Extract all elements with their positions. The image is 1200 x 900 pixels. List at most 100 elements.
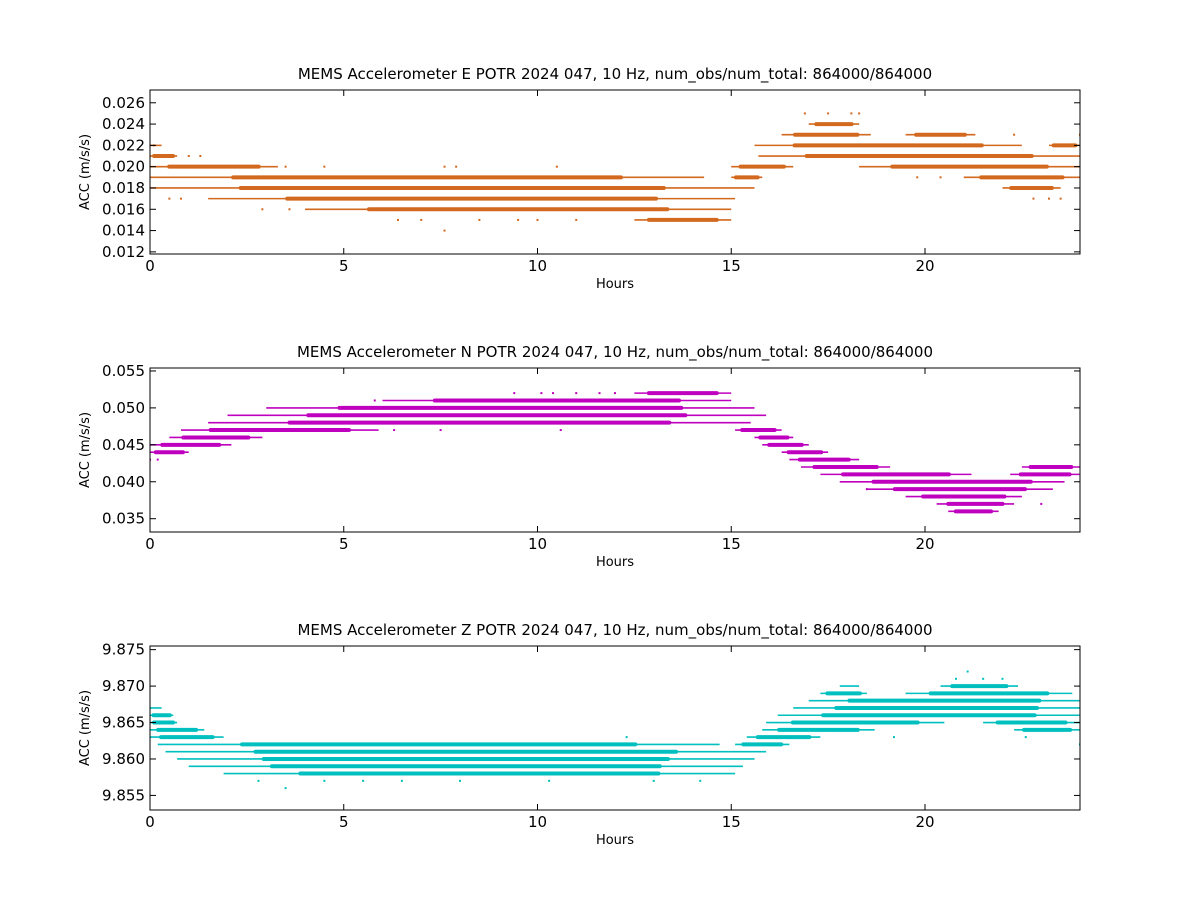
data-point-east bbox=[443, 229, 446, 232]
y-axis-label-east: ACC (m/s/s) bbox=[78, 134, 93, 210]
data-point-north bbox=[373, 399, 376, 402]
y-tick-label: 0.045 bbox=[102, 436, 145, 454]
data-point-vertical bbox=[1001, 677, 1004, 680]
x-tick-label: 5 bbox=[339, 813, 349, 831]
data-point-east bbox=[397, 218, 399, 221]
series-north-marks bbox=[150, 391, 1080, 514]
data-point-vertical bbox=[982, 677, 985, 680]
x-tick-label: 0 bbox=[145, 535, 155, 553]
data-point-north bbox=[846, 458, 849, 461]
data-point-east bbox=[939, 176, 942, 179]
data-point-vertical bbox=[362, 779, 365, 782]
data-point-east bbox=[180, 197, 182, 200]
data-point-east bbox=[858, 112, 861, 115]
data-point-east bbox=[803, 112, 806, 115]
data-point-east bbox=[323, 165, 326, 168]
y-tick-label: 9.875 bbox=[102, 641, 145, 659]
data-point-north bbox=[552, 392, 554, 395]
y-tick-label: 0.018 bbox=[102, 179, 145, 197]
plot-area-east bbox=[149, 89, 1081, 255]
data-point-east bbox=[284, 165, 287, 168]
data-point-north bbox=[865, 488, 868, 491]
data-point-east bbox=[478, 218, 481, 221]
data-point-east bbox=[575, 218, 578, 221]
y-tick-label: 9.870 bbox=[102, 677, 145, 695]
data-point-east bbox=[517, 218, 520, 221]
data-point-east bbox=[555, 165, 558, 168]
data-point-east bbox=[199, 155, 202, 158]
y-axis-vertical: 9.855 9.860 9.865 9.870 9.875 bbox=[102, 641, 1080, 804]
data-point-east bbox=[443, 165, 446, 168]
data-point-north bbox=[439, 429, 442, 432]
y-tick-label: 0.020 bbox=[102, 158, 145, 176]
chart-panel-east: MEMS Accelerometer E POTR 2024 047, 10 H… bbox=[78, 65, 1081, 292]
y-tick-label: 0.026 bbox=[102, 94, 145, 112]
x-axis-vertical: 0 5 10 15 20 bbox=[145, 646, 935, 831]
x-axis-east: 0 5 10 15 20 bbox=[145, 90, 935, 275]
chart-title-vertical: MEMS Accelerometer Z POTR 2024 047, 10 H… bbox=[297, 621, 932, 640]
data-point-vertical bbox=[827, 728, 830, 731]
data-point-north bbox=[393, 429, 396, 432]
y-axis-label-north: ACC (m/s/s) bbox=[78, 412, 93, 488]
data-point-east bbox=[916, 176, 919, 179]
data-point-north bbox=[559, 429, 562, 432]
data-point-east bbox=[455, 165, 458, 168]
data-point-vertical bbox=[955, 677, 957, 680]
y-tick-label: 0.012 bbox=[102, 243, 145, 261]
y-tick-label: 0.024 bbox=[102, 115, 145, 133]
x-axis-north: 0 5 10 15 20 bbox=[145, 368, 935, 553]
data-point-vertical bbox=[284, 787, 287, 790]
y-tick-label: 0.035 bbox=[102, 510, 145, 528]
x-tick-label: 10 bbox=[528, 813, 547, 831]
data-point-east bbox=[261, 208, 264, 211]
chart-title-east: MEMS Accelerometer E POTR 2024 047, 10 H… bbox=[298, 65, 932, 84]
data-point-east bbox=[827, 112, 830, 115]
x-tick-label: 5 bbox=[339, 257, 349, 275]
data-point-vertical bbox=[400, 779, 403, 782]
plot-area-north bbox=[149, 367, 1081, 533]
y-axis-label-vertical: ACC (m/s/s) bbox=[78, 690, 93, 766]
x-tick-label: 20 bbox=[915, 813, 934, 831]
y-tick-label: 0.014 bbox=[102, 222, 145, 240]
data-point-north bbox=[1040, 502, 1043, 505]
data-point-north bbox=[513, 392, 516, 395]
x-tick-label: 0 bbox=[145, 257, 155, 275]
data-point-vertical bbox=[893, 736, 895, 739]
data-point-north bbox=[540, 392, 543, 395]
x-tick-label: 5 bbox=[339, 535, 349, 553]
y-axis-east: 0.012 0.014 0.016 0.018 0.020 0.022 0.024 0.026 bbox=[102, 94, 1080, 261]
y-tick-label: 0.055 bbox=[102, 362, 145, 380]
data-point-east bbox=[187, 155, 190, 158]
data-point-vertical bbox=[257, 779, 260, 782]
x-axis-label-east: Hours bbox=[596, 277, 634, 292]
data-point-east bbox=[1048, 197, 1050, 200]
y-tick-label: 0.050 bbox=[102, 399, 145, 417]
chart-panel-vertical: MEMS Accelerometer Z POTR 2024 047, 10 H… bbox=[78, 621, 1081, 848]
plot-area-vertical bbox=[149, 645, 1081, 811]
x-tick-label: 20 bbox=[915, 257, 934, 275]
data-point-vertical bbox=[652, 779, 655, 782]
series-east-marks bbox=[150, 112, 1080, 232]
data-point-east bbox=[420, 218, 423, 221]
data-point-north bbox=[614, 392, 616, 395]
data-point-east bbox=[1032, 197, 1035, 200]
data-point-east bbox=[536, 218, 539, 221]
y-tick-label: 0.040 bbox=[102, 473, 145, 491]
x-axis-label-vertical: Hours bbox=[596, 833, 634, 848]
data-point-vertical bbox=[548, 779, 551, 782]
data-point-east bbox=[1059, 197, 1062, 200]
x-axis-label-north: Hours bbox=[596, 555, 634, 570]
data-point-north bbox=[575, 392, 578, 395]
data-point-north bbox=[156, 458, 159, 461]
x-tick-label: 15 bbox=[722, 813, 741, 831]
y-tick-label: 0.016 bbox=[102, 200, 145, 218]
x-tick-label: 0 bbox=[145, 813, 155, 831]
x-tick-label: 10 bbox=[528, 257, 547, 275]
data-point-vertical bbox=[1024, 736, 1027, 739]
y-tick-label: 9.865 bbox=[102, 714, 145, 732]
y-tick-label: 0.022 bbox=[102, 136, 145, 154]
x-tick-label: 20 bbox=[915, 535, 934, 553]
data-point-east bbox=[1013, 133, 1016, 136]
data-point-vertical bbox=[459, 779, 461, 782]
